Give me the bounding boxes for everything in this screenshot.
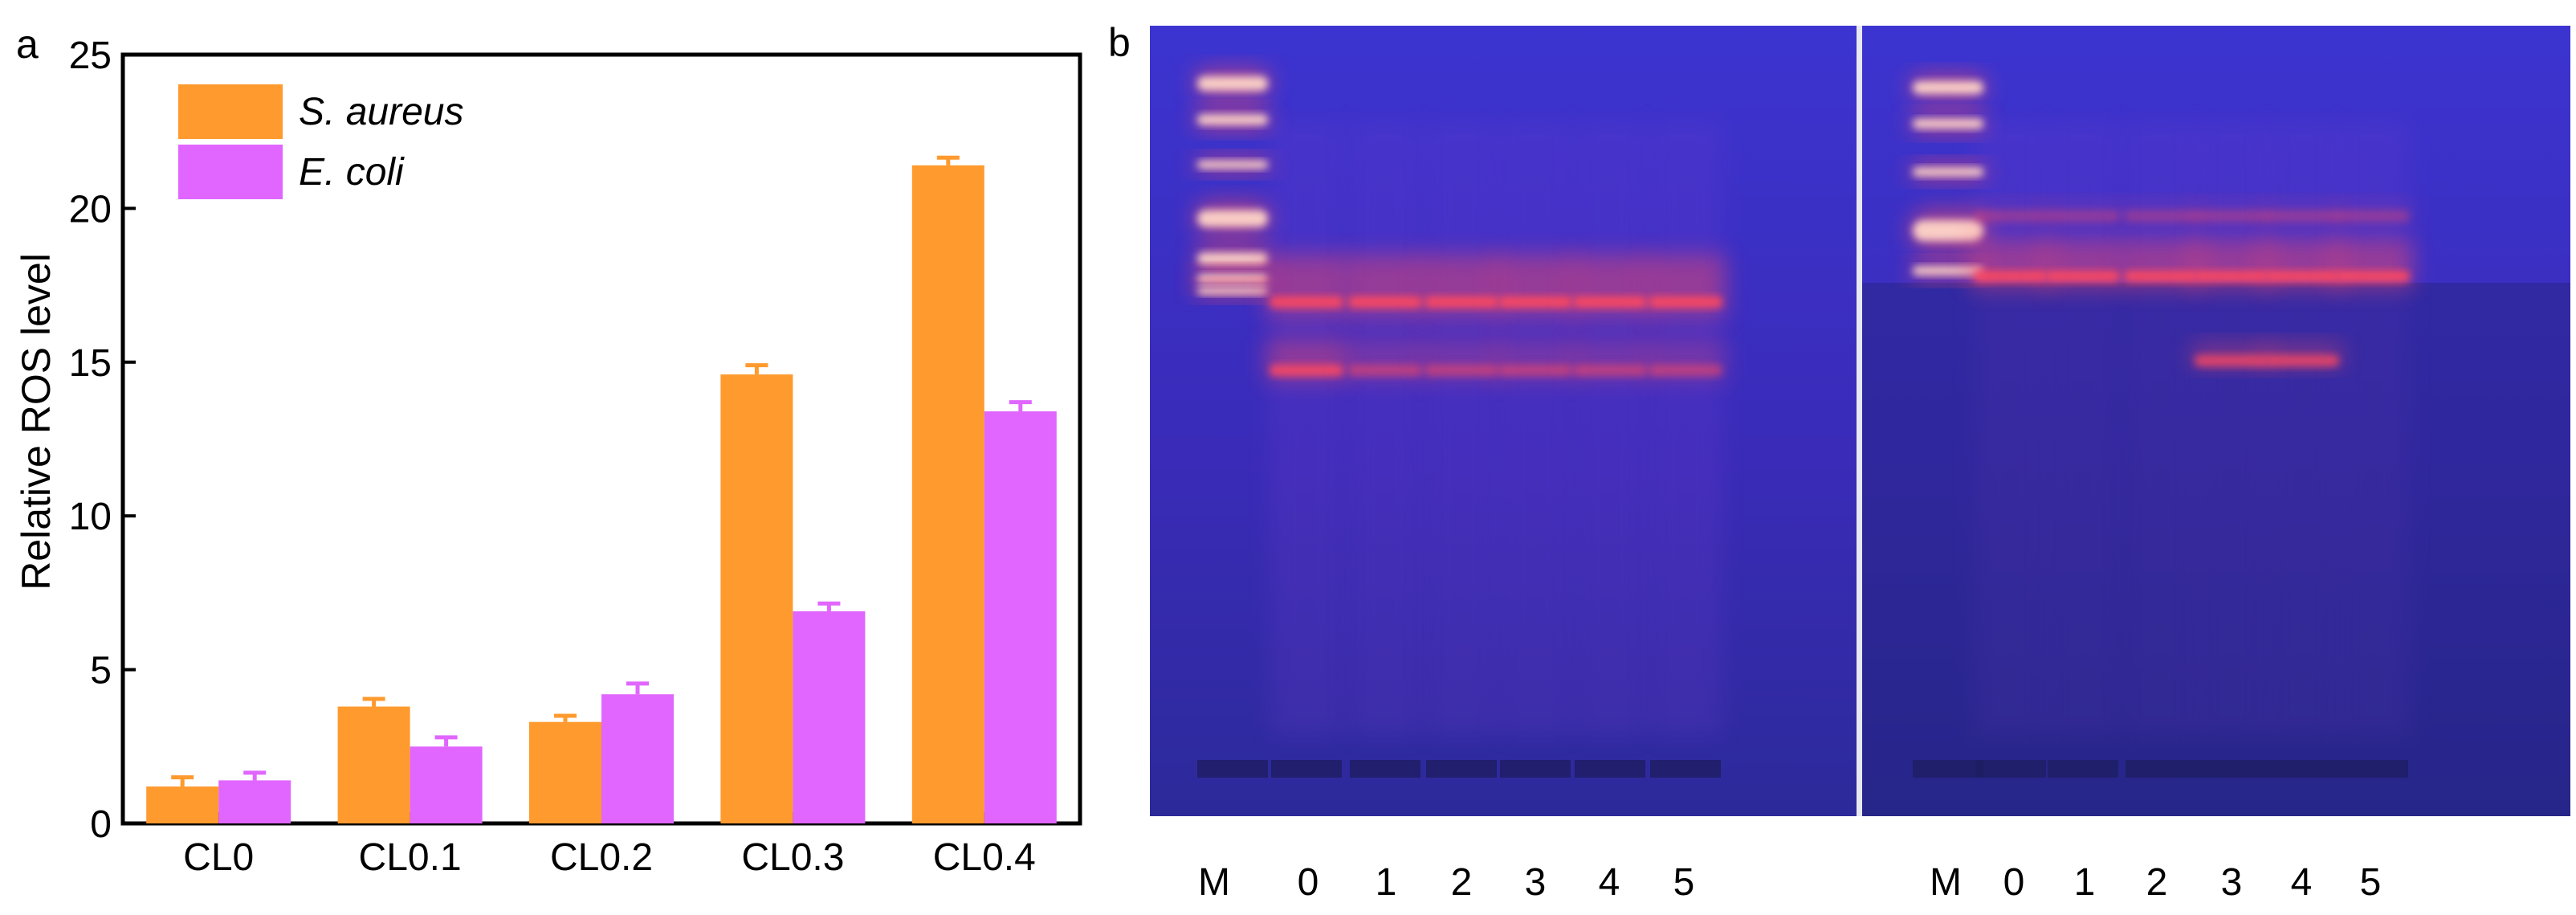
panel-b-label: b [1108,20,1131,65]
y-tick-label: 15 [69,342,112,385]
bar [529,721,601,823]
bar [984,411,1057,823]
legend-swatch [178,84,283,139]
x-tick-label: CL0.4 [933,836,1036,879]
lane-label: 0 [2003,861,2025,904]
lane-label: 1 [1375,861,1397,904]
gel-divider [1857,26,1862,816]
lane-label: M [1930,861,1962,904]
y-tick-label: 0 [90,803,112,846]
y-tick-label: 25 [69,35,112,77]
x-tick-label: CL0.3 [741,836,844,879]
lane-label: 4 [1598,861,1620,904]
chart-legend: S. aureus E. coli [178,84,463,199]
bar [218,780,291,823]
x-tick-label: CL0.1 [359,836,462,879]
lane-label: 0 [1297,861,1319,904]
lane-label: 5 [2359,861,2382,904]
gel-image-right [1862,26,2570,816]
x-tick-label: CL0 [183,836,254,879]
legend-label: E. coli [299,151,405,194]
y-tick-label: 5 [90,650,112,692]
bar [720,374,793,823]
bar [337,706,410,823]
lane-label: 4 [2290,861,2313,904]
lane-label: 1 [2073,861,2096,904]
ros-bar-chart: Relative ROS level 0 5 10 15 20 25 CL0 CL0.1 CL0… [14,35,1082,879]
y-tick-label: 10 [69,496,112,538]
lane-label: 3 [2220,861,2243,904]
y-axis-label: Relative ROS level [14,253,59,590]
panel-a-label: a [16,22,39,67]
gel-image-left [1150,26,1857,816]
bar [410,746,483,823]
bar [911,165,984,824]
legend-label: S. aureus [299,91,463,133]
legend-swatch [178,145,283,199]
lane-label: 5 [1673,861,1695,904]
lane-label: 2 [2146,861,2168,904]
lane-label: 2 [1450,861,1473,904]
bar [146,786,219,823]
x-tick-label: CL0.2 [550,836,653,879]
lane-label: 3 [1524,861,1547,904]
y-tick-label: 20 [69,188,112,231]
bar [601,694,674,823]
lane-label: M [1198,861,1230,904]
bar [793,611,866,823]
